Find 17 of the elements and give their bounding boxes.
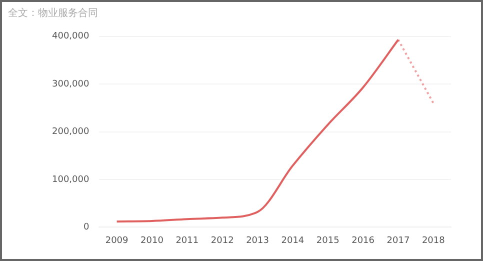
x-tick-label: 2010 <box>140 236 164 246</box>
x-tick-label: 2016 <box>352 236 375 246</box>
x-tick-label: 2018 <box>422 236 446 246</box>
y-tick-label: 300,000 <box>52 79 90 90</box>
x-tick-label: 2012 <box>210 236 234 246</box>
x-tick-label: 2015 <box>316 236 340 246</box>
y-tick-label: 200,000 <box>52 127 90 138</box>
y-tick-label: 100,000 <box>52 174 90 185</box>
x-tick-label: 2009 <box>105 236 129 246</box>
line-series <box>116 38 400 222</box>
chart-title: 全文：物业服务合同 <box>8 6 98 20</box>
x-tick-label: 2014 <box>281 236 304 246</box>
x-tick-label: 2013 <box>246 236 269 246</box>
y-tick-label: 400,000 <box>52 32 90 42</box>
y-tick-label: 0 <box>83 222 90 233</box>
x-tick-label: 2017 <box>386 236 410 246</box>
x-tick-label: 2011 <box>176 236 199 246</box>
